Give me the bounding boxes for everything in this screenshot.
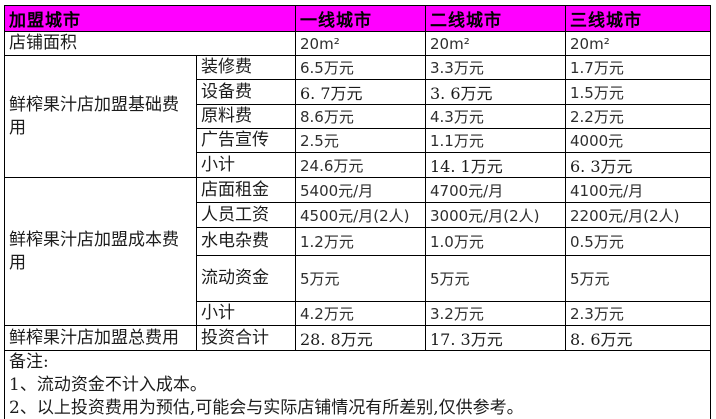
table-row: 小计 4.2万元 3.2万元 2.3万元 [5, 301, 711, 326]
value-cell: 4700元/月 [425, 177, 566, 203]
item-label-cell: 投资合计 [196, 325, 296, 351]
header-cell-join-city: 加盟城市 [4, 5, 296, 32]
value-cell: 17. 3万元 [425, 325, 566, 351]
value-cell: 28. 8万元 [295, 325, 426, 351]
value-cell: 4000元 [565, 128, 711, 153]
value-cell: 5万元 [425, 255, 566, 302]
value-cell: 8.6万元 [295, 104, 426, 129]
value-cell: 3000元/月(2人) [425, 202, 566, 228]
value-cell: 4.3万元 [425, 104, 566, 129]
header-cell-tier1-city: 一线城市 [295, 5, 426, 32]
value-cell: 3.2万元 [425, 301, 566, 326]
value-cell: 5万元 [565, 255, 711, 302]
value-cell: 4100元/月 [565, 177, 711, 203]
value-cell: 5万元 [295, 255, 426, 302]
table-row: 鲜榨果汁店加盟总费用 投资合计 28. 8万元 17. 3万元 8. 6万元 [4, 325, 711, 351]
value-cell: 0.5万元 [565, 227, 711, 256]
item-label-cell: 店面租金 [196, 177, 296, 203]
value-cell: 1.1万元 [425, 128, 566, 153]
item-label-cell: 小计 [196, 301, 296, 326]
item-label-cell: 人员工资 [196, 202, 296, 228]
value-cell: 8. 6万元 [565, 325, 711, 351]
value-cell: 20m² [295, 31, 426, 56]
item-label-cell: 装修费 [196, 55, 296, 80]
item-label-cell: 小计 [196, 152, 296, 178]
table-row: 广告宣传 2.5元 1.1万元 4000元 [5, 128, 711, 153]
table-row: 原料费 8.6万元 4.3万元 2.2万元 [5, 104, 711, 129]
value-cell: 6. 7万元 [295, 79, 426, 105]
table-body: 店铺面积 20m² 20m² 20m² 鲜榨果汁店加盟基础费用 装修费 6.5万元 3.3万元… [4, 31, 711, 419]
table-row: 鲜榨果汁店加盟成本费用 店面租金 5400元/月 4700元/月 4100元/月 [4, 177, 711, 326]
value-cell: 5400元/月 [295, 177, 426, 203]
value-cell: 6.5万元 [295, 55, 426, 80]
table-row: 水电杂费 1.2万元 1.0万元 0.5万元 [5, 227, 711, 256]
table-row: 鲜榨果汁店加盟基础费用 装修费 6.5万元 3.3万元 1.7万元 [4, 55, 711, 178]
item-label-cell: 水电杂费 [196, 227, 296, 256]
value-cell: 14. 1万元 [425, 152, 566, 178]
notes-row: 备注: 1、流动资金不计入成本。 2、以上投资费用为预估,可能会与实际店铺情况有所差… [4, 350, 711, 419]
row-label-cell: 店铺面积 [4, 31, 296, 56]
table-row: 设备费 6. 7万元 3. 6万元 1.5万元 [5, 79, 711, 105]
value-cell: 2.5元 [295, 128, 426, 153]
value-cell: 1.7万元 [565, 55, 711, 80]
value-cell: 2.3万元 [565, 301, 711, 326]
value-cell: 2200元/月(2人) [565, 202, 711, 228]
table-row: 店铺面积 20m² 20m² 20m² [4, 31, 711, 56]
notes-cell: 备注: 1、流动资金不计入成本。 2、以上投资费用为预估,可能会与实际店铺情况有所差… [4, 350, 711, 419]
table-row: 人员工资 4500元/月(2人) 3000元/月(2人) 2200元/月(2人) [5, 202, 711, 228]
item-label-cell: 流动资金 [196, 255, 296, 302]
value-cell: 20m² [565, 31, 711, 56]
value-cell: 1.2万元 [295, 227, 426, 256]
value-cell: 20m² [425, 31, 566, 56]
note-line: 备注: [9, 352, 49, 372]
value-cell: 4.2万元 [295, 301, 426, 326]
value-cell: 6. 3万元 [565, 152, 711, 178]
value-cell: 1.0万元 [425, 227, 566, 256]
note-line: 2、以上投资费用为预估,可能会与实际店铺情况有所差别,仅供参考。 [9, 398, 524, 418]
value-cell: 24.6万元 [295, 152, 426, 178]
franchise-cost-table: 加盟城市 一线城市 二线城市 三线城市 店铺面积 20m² 20m² 20m² 鲜榨果汁… [4, 5, 711, 419]
table-row: 小计 24.6万元 14. 1万元 6. 3万元 [5, 152, 711, 178]
header-row: 加盟城市 一线城市 二线城市 三线城市 [4, 5, 711, 32]
value-cell: 2.2万元 [565, 104, 711, 129]
category-label-cell: 鲜榨果汁店加盟总费用 [4, 325, 197, 351]
item-label-cell: 设备费 [196, 79, 296, 105]
note-line: 1、流动资金不计入成本。 [9, 375, 207, 395]
value-cell: 3. 6万元 [425, 79, 566, 105]
value-cell: 4500元/月(2人) [295, 202, 426, 228]
item-label-cell: 广告宣传 [196, 128, 296, 153]
category-label-cell: 鲜榨果汁店加盟成本费用 [4, 177, 197, 326]
item-label-cell: 原料费 [196, 104, 296, 129]
category-label-cell: 鲜榨果汁店加盟基础费用 [4, 55, 197, 178]
header-cell-tier3-city: 三线城市 [565, 5, 711, 32]
value-cell: 3.3万元 [425, 55, 566, 80]
table-row: 流动资金 5万元 5万元 5万元 [5, 255, 711, 302]
header-cell-tier2-city: 二线城市 [425, 5, 566, 32]
value-cell: 1.5万元 [565, 79, 711, 105]
